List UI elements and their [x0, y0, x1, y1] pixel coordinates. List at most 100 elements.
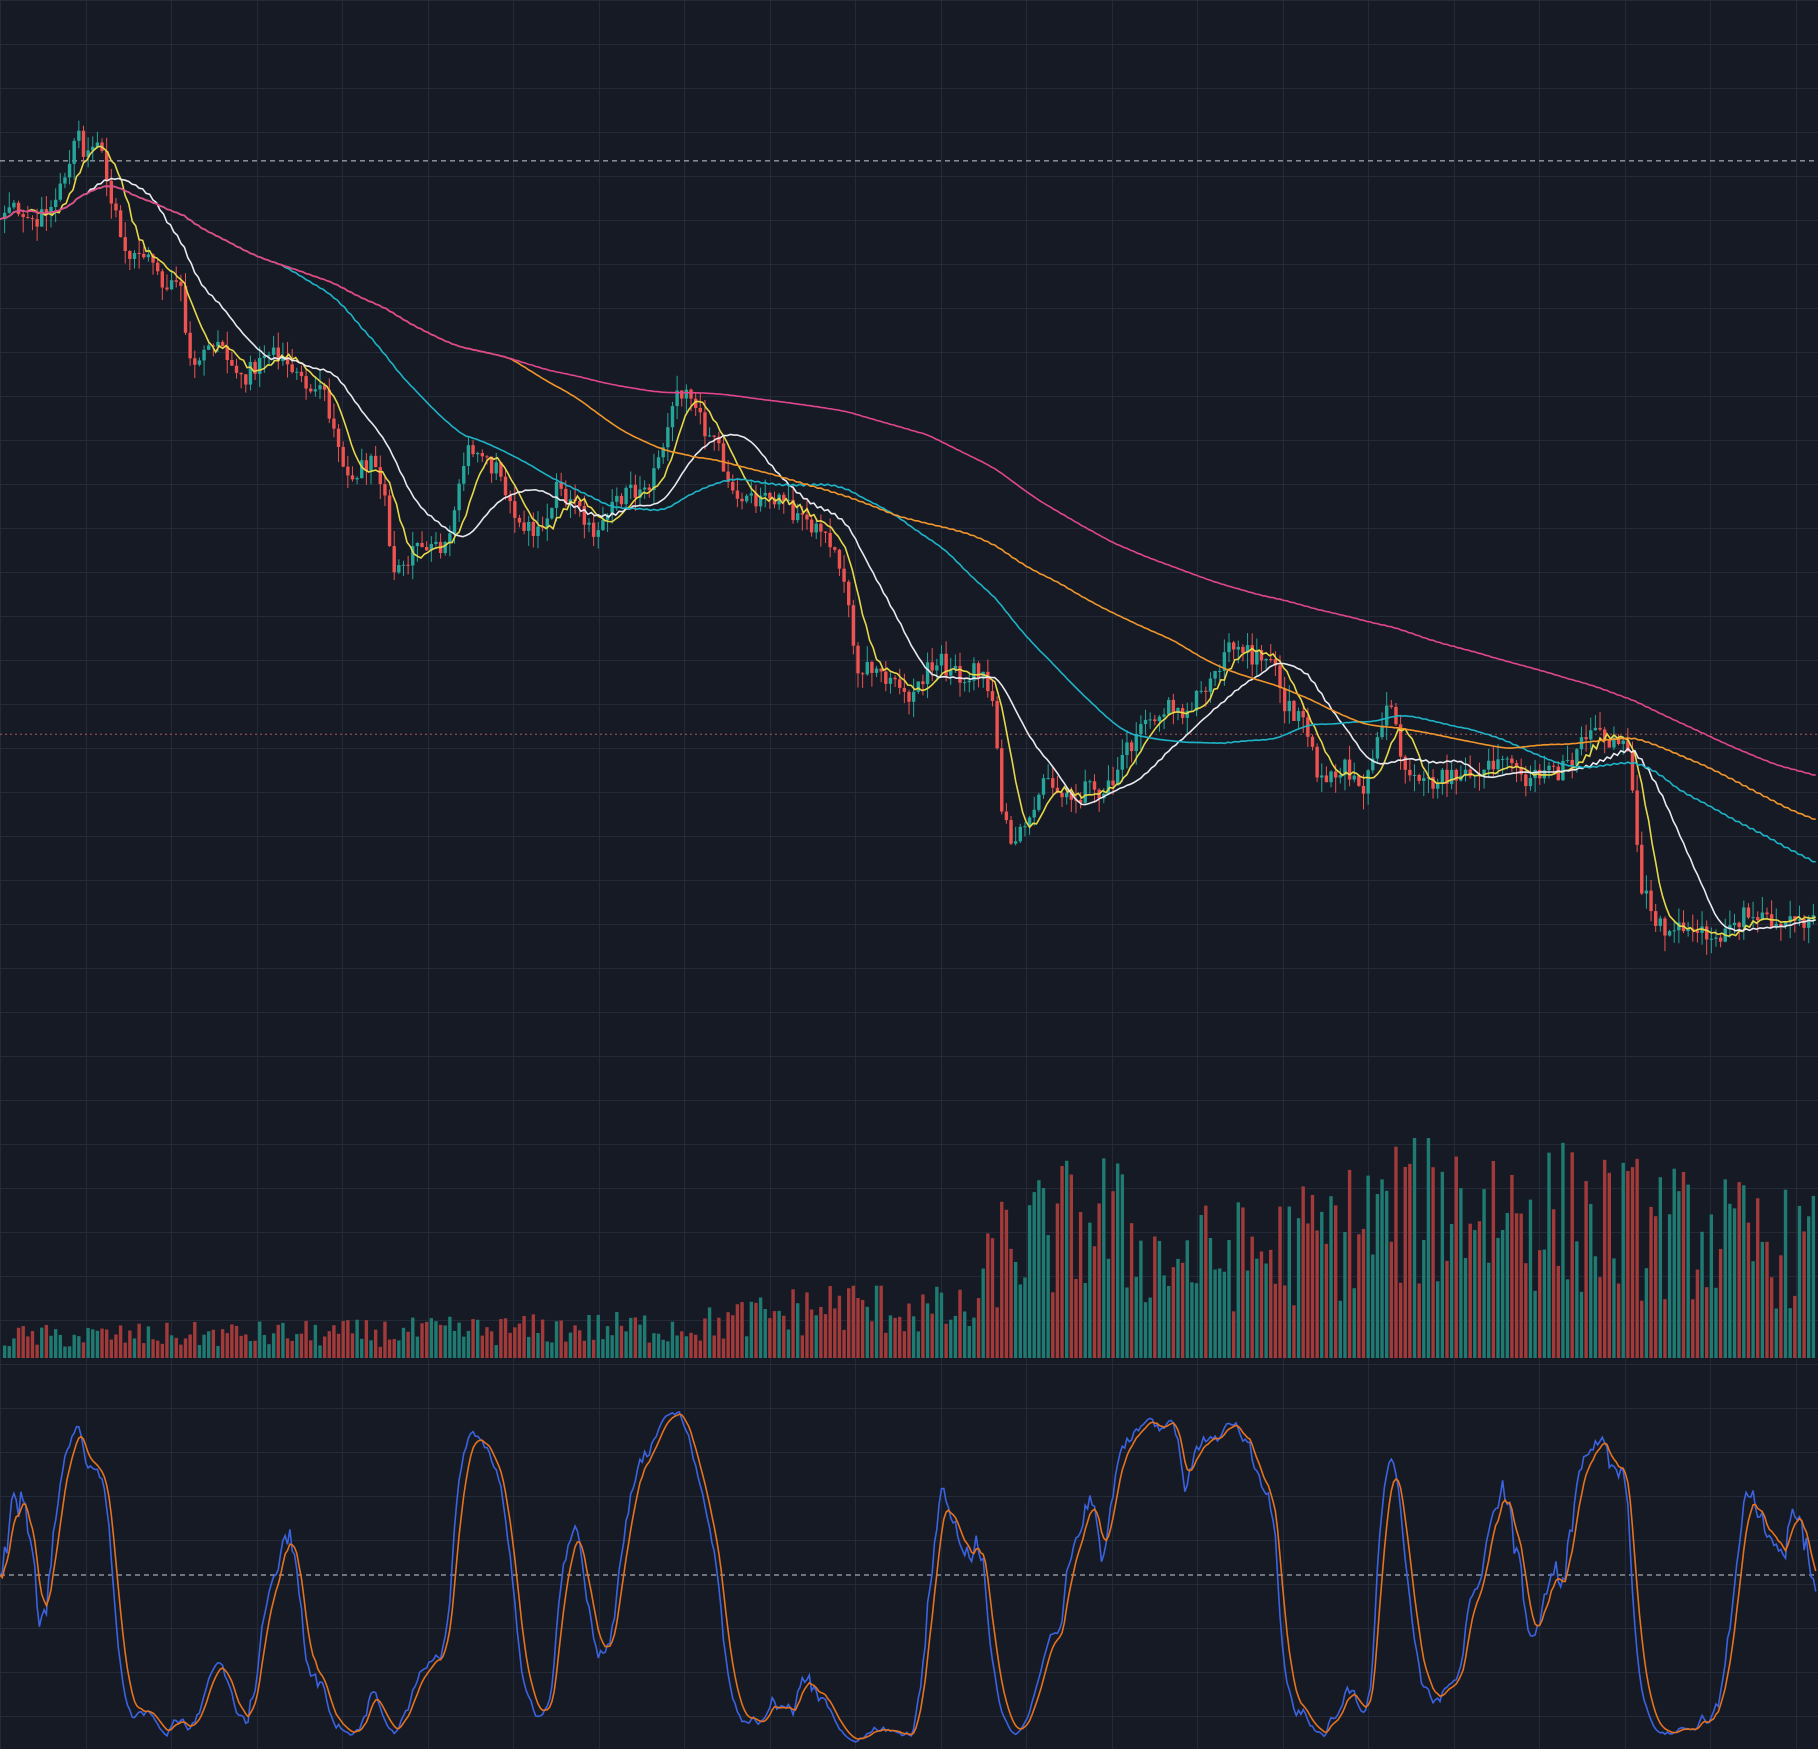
volume-bar	[290, 1340, 294, 1358]
candle-body	[137, 252, 141, 254]
volume-bar	[1148, 1297, 1152, 1358]
volume-bar	[1630, 1167, 1635, 1358]
candle-body	[313, 389, 318, 392]
volume-bar	[81, 1342, 86, 1358]
candle-body	[1672, 930, 1676, 932]
candle-body	[355, 478, 359, 480]
volume-bar	[735, 1304, 740, 1358]
candle-body	[527, 521, 531, 531]
candle-body	[1408, 769, 1412, 776]
candle-body	[684, 389, 689, 399]
candle-body	[976, 663, 981, 678]
candle-body	[1269, 659, 1273, 661]
candle-body	[703, 412, 707, 437]
candle-body	[7, 207, 11, 213]
volume-bar	[1250, 1236, 1254, 1358]
candle-body	[1570, 759, 1574, 766]
volume-bar	[443, 1325, 447, 1358]
volume-bar	[1774, 1308, 1778, 1358]
volume-bar	[1352, 1288, 1356, 1358]
volume-bar	[95, 1330, 100, 1358]
candle-body	[1491, 760, 1496, 770]
volume-bar	[1547, 1152, 1551, 1358]
volume-bar	[754, 1302, 758, 1358]
candle-body	[670, 406, 675, 428]
candle-body	[174, 280, 178, 282]
candle-body	[615, 495, 619, 502]
candle-body	[1004, 811, 1009, 821]
volume-bar	[271, 1333, 276, 1358]
volume-bar	[791, 1289, 795, 1358]
volume-bar	[1333, 1205, 1338, 1358]
candle-body	[1640, 844, 1644, 894]
volume-bar	[1357, 1234, 1361, 1358]
volume-bar	[1218, 1268, 1222, 1358]
volume-bar	[1653, 1216, 1658, 1358]
candle-body	[1751, 917, 1755, 919]
candle-body	[466, 445, 471, 466]
candle-body	[856, 645, 860, 674]
candle-body	[1551, 765, 1556, 767]
candle-body	[364, 460, 369, 471]
candle-body	[1575, 749, 1579, 766]
volume-bar	[536, 1332, 540, 1358]
candle-body	[1769, 914, 1774, 928]
volume-bar	[768, 1318, 772, 1358]
volume-bar	[174, 1337, 178, 1358]
volume-bar	[1255, 1258, 1259, 1358]
volume-bar	[429, 1318, 434, 1358]
volume-bar	[383, 1321, 387, 1358]
volume-bar	[128, 1330, 132, 1358]
candle-body	[791, 499, 795, 521]
candle-body	[1626, 740, 1630, 752]
volume-bar	[63, 1346, 67, 1358]
candle-body	[1176, 708, 1180, 713]
candle-body	[1329, 771, 1333, 783]
candle-body	[1593, 727, 1598, 731]
candle-body	[642, 487, 647, 490]
volume-bar	[146, 1326, 151, 1358]
volume-bar	[1561, 1142, 1565, 1358]
candle-body	[276, 347, 280, 362]
candle-body	[689, 389, 693, 399]
volume-bar	[1009, 1248, 1013, 1358]
volume-bar	[355, 1319, 359, 1358]
volume-bar	[100, 1328, 104, 1358]
candle-body	[434, 541, 438, 544]
volume-bar	[1129, 1223, 1134, 1358]
volume-bar	[1681, 1171, 1686, 1358]
volume-bar	[629, 1317, 633, 1358]
volume-bar	[424, 1321, 429, 1358]
candle-body	[1440, 769, 1445, 784]
volume-bar	[1658, 1177, 1663, 1358]
volume-bar	[77, 1336, 81, 1358]
candle-body	[545, 518, 549, 528]
candle-body	[1055, 787, 1060, 793]
candle-body	[1802, 919, 1806, 928]
volume-bar	[1598, 1277, 1602, 1358]
volume-bar	[638, 1324, 642, 1358]
candle-body	[591, 522, 596, 537]
candle-body	[1227, 642, 1231, 653]
volume-bar	[1310, 1194, 1315, 1358]
volume-bar	[670, 1321, 675, 1358]
candle-body	[1663, 918, 1667, 936]
candle-body	[1380, 725, 1384, 738]
candle-body	[165, 287, 169, 290]
candle-body	[1695, 930, 1700, 933]
volume-bar	[1074, 1279, 1078, 1358]
candle-body	[299, 371, 304, 377]
candle-body	[758, 495, 763, 507]
candle-body	[1222, 652, 1227, 671]
volume-bar	[893, 1317, 897, 1358]
volume-bar	[573, 1325, 577, 1358]
volume-bar	[1589, 1203, 1593, 1358]
volume-bar	[680, 1331, 684, 1358]
volume-bar	[1347, 1169, 1352, 1358]
volume-bar	[1134, 1276, 1138, 1358]
volume-bar	[1394, 1146, 1398, 1358]
volume-bar	[378, 1346, 382, 1358]
volume-bar	[907, 1303, 911, 1358]
volume-bar	[879, 1285, 883, 1358]
volume-bar	[522, 1315, 526, 1358]
